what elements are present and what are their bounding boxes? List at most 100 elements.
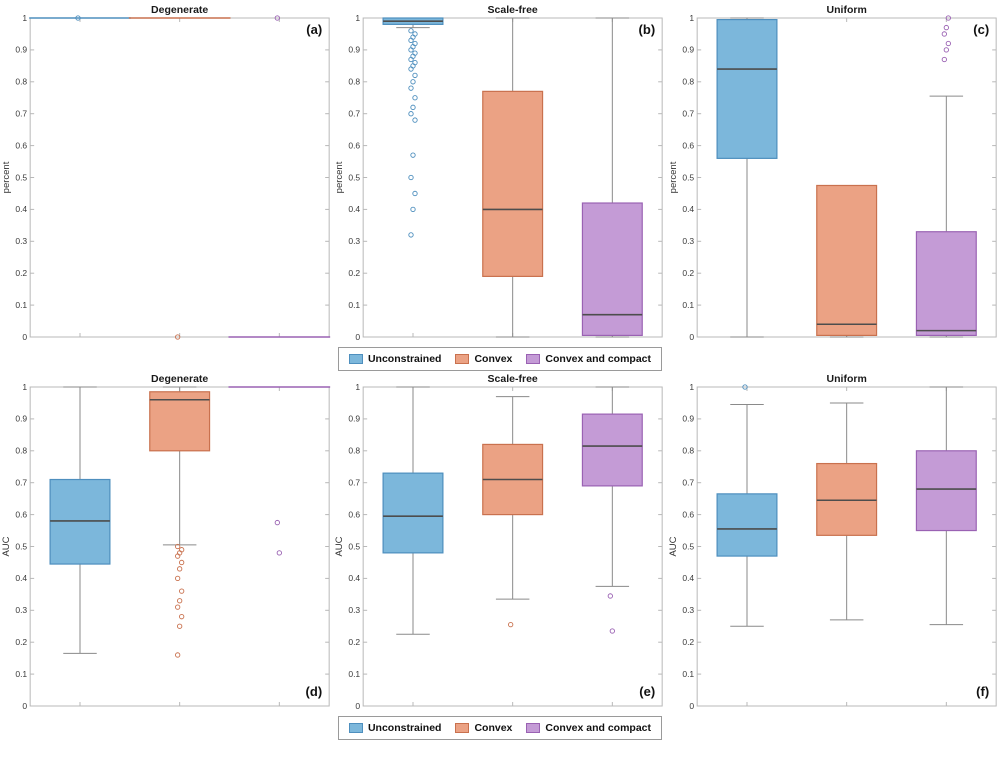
outlier-marker <box>179 614 185 620</box>
y-tick-label: 0.9 <box>15 414 27 424</box>
y-tick-label: 0.1 <box>682 300 694 310</box>
outlier-marker <box>410 79 416 85</box>
outlier-marker <box>179 559 185 566</box>
outlier-marker <box>943 24 949 31</box>
outlier-marker <box>410 104 416 110</box>
panel-title: Uniform <box>826 373 866 385</box>
panel-a-degenerate-percent: 0 0.1 0.2 0.3 0.4 0.5 0.6 0.7 0.8 0.9 1 Degenerate (… <box>0 2 333 347</box>
panel-letter: (c) <box>973 22 989 37</box>
y-tick-label: 0.9 <box>349 45 361 55</box>
outlier-marker <box>941 56 947 63</box>
outlier-marker <box>179 547 185 553</box>
y-tick-label: 0.7 <box>682 478 694 488</box>
box-convex-and-compact <box>228 15 331 338</box>
legend-label: Unconstrained <box>367 353 442 365</box>
y-tick-label: 0.2 <box>15 637 27 647</box>
box-convex <box>482 396 544 628</box>
y-tick-label: 0.3 <box>15 236 27 246</box>
unconstrained-swatch-icon <box>348 723 363 733</box>
y-tick-label: 0.7 <box>349 478 361 488</box>
y-tick-label: 0 <box>689 332 694 342</box>
box-convex <box>815 184 877 338</box>
y-tick-label: 0.5 <box>15 541 27 551</box>
box-unconstrained <box>382 17 444 238</box>
unconstrained-swatch-icon <box>348 354 363 364</box>
y-axis-label: percent <box>668 161 679 193</box>
convex-swatch-icon <box>455 723 470 733</box>
convex-compact-swatch-icon <box>526 354 541 364</box>
panel-letter: (d) <box>306 684 323 699</box>
y-axis-label: percent <box>334 161 345 193</box>
box-unconstrained <box>29 15 131 21</box>
outlier-marker <box>412 40 418 47</box>
y-tick-label: 0.8 <box>682 77 694 87</box>
outlier-marker <box>175 334 181 340</box>
y-tick-label: 0.9 <box>682 414 694 424</box>
outlier-marker <box>175 543 181 550</box>
legend-item-convex-compact: Convex and compact <box>526 353 651 365</box>
outlier-marker <box>943 47 949 53</box>
legend-item-convex: Convex <box>455 722 512 734</box>
y-tick-label: 0.6 <box>682 140 694 150</box>
y-tick-label: 0 <box>356 332 361 342</box>
outlier-marker <box>75 15 81 21</box>
y-tick-label: 0 <box>689 701 694 711</box>
legend-item-convex: Convex <box>455 353 512 365</box>
y-tick-label: 1 <box>356 13 361 23</box>
y-axis-label: AUC <box>668 536 679 556</box>
axes-box <box>29 17 330 338</box>
panel-e-boxplot-canvas: 0 0.1 0.2 0.3 0.4 0.5 0.6 0.7 0.8 0.9 1 Scale-free (… <box>334 373 663 711</box>
box-unconstrained <box>716 384 778 627</box>
y-tick-label: 0 <box>356 701 361 711</box>
panel-b-scalefree-percent: 0 0.1 0.2 0.3 0.4 0.5 0.6 0.7 0.8 0.9 1 Scale-free (… <box>333 2 666 347</box>
y-tick-label: 0.7 <box>682 109 694 119</box>
legend-bottom: Unconstrained Convex Convex and compact <box>337 716 663 740</box>
box-convex-and-compact <box>915 386 977 626</box>
outlier-marker <box>177 598 183 604</box>
outlier-marker <box>175 575 181 582</box>
y-tick-label: 0.2 <box>349 268 361 278</box>
panel-a-boxplot-canvas: 0 0.1 0.2 0.3 0.4 0.5 0.6 0.7 0.8 0.9 1 Degenerate (… <box>1 4 331 342</box>
outlier-marker <box>175 652 181 658</box>
box-convex-and-compact <box>582 17 644 338</box>
y-tick-label: 0.5 <box>349 172 361 182</box>
outlier-marker <box>408 28 414 34</box>
y-axis-label: AUC <box>334 536 345 556</box>
panel-title: Scale-free <box>488 373 538 385</box>
y-axis-label: percent <box>1 161 12 193</box>
y-tick-label: 0.4 <box>15 204 27 214</box>
outlier-marker <box>941 31 947 37</box>
panel-title: Degenerate <box>151 373 208 385</box>
y-tick-label: 0.1 <box>682 669 694 679</box>
legend-top-row: Unconstrained Convex Convex and compact <box>0 347 1000 371</box>
outlier-marker <box>408 111 414 117</box>
y-tick-label: 0.7 <box>349 109 361 119</box>
panel-e-scalefree-auc: 0 0.1 0.2 0.3 0.4 0.5 0.6 0.7 0.8 0.9 1 Scale-free (… <box>333 371 666 716</box>
y-tick-label: 0.1 <box>15 669 27 679</box>
y-tick-label: 0.8 <box>349 77 361 87</box>
panel-c-uniform-percent: 0 0.1 0.2 0.3 0.4 0.5 0.6 0.7 0.8 0.9 1 Uniform (c) p… <box>667 2 1000 347</box>
y-tick-label: 0.5 <box>682 172 694 182</box>
y-tick-label: 0.2 <box>15 268 27 278</box>
legend-label: Unconstrained <box>367 722 442 734</box>
panel-title: Uniform <box>826 4 866 16</box>
y-tick-label: 0.3 <box>349 605 361 615</box>
convex-compact-swatch-icon <box>526 723 541 733</box>
outlier-marker <box>408 174 414 181</box>
y-tick-label: 0.7 <box>15 478 27 488</box>
y-tick-label: 0.6 <box>682 509 694 519</box>
outlier-marker <box>742 384 748 390</box>
outlier-marker <box>945 15 951 21</box>
outlier-marker <box>412 60 418 66</box>
y-tick-label: 0.2 <box>349 637 361 647</box>
box-convex <box>128 17 231 340</box>
y-tick-label: 0.5 <box>682 541 694 551</box>
panel-letter: (b) <box>639 22 656 37</box>
y-tick-label: 0.8 <box>349 446 361 456</box>
outlier-marker <box>175 604 181 610</box>
outlier-marker <box>274 15 280 21</box>
y-tick-label: 0.9 <box>15 45 27 55</box>
legend-bottom-row: Unconstrained Convex Convex and compact <box>0 716 1000 740</box>
panel-title: Scale-free <box>488 4 538 16</box>
y-tick-label: 0.7 <box>15 109 27 119</box>
